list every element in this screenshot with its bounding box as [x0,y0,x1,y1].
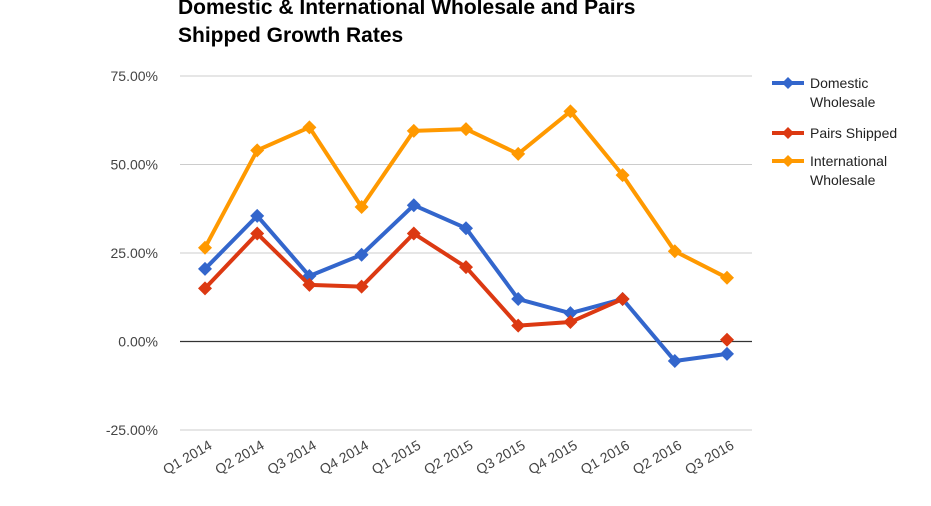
legend-swatch-marker [782,77,794,89]
x-tick-label: Q3 2015 [473,437,528,478]
chart-title-line: Domestic & International Wholesale and P… [178,0,635,19]
data-point [720,270,734,285]
x-tick-label: Q3 2016 [682,437,737,478]
data-point [250,208,265,223]
data-point [250,226,265,241]
y-tick-label: 50.00% [111,157,158,173]
legend-label: Domestic [810,75,868,91]
data-point [354,199,369,214]
series-1 [198,226,734,347]
data-point [302,120,317,135]
data-point [720,346,734,361]
legend-item: Pairs Shipped [772,125,897,141]
data-point [563,306,578,321]
series-2 [198,104,734,285]
x-tick-label: Q2 2014 [212,437,267,478]
legend-item: Domestic Wholesale [772,75,876,110]
data-point [406,123,421,138]
data-point [563,315,578,330]
data-point [406,198,421,213]
y-axis-tick-labels: 75.00% 50.00% 25.00% 0.00% -25.00% [106,68,158,438]
data-point [198,261,212,276]
data-point [459,260,473,275]
x-tick-label: Q2 2015 [421,437,476,478]
chart-title-line: Shipped Growth Rates [178,24,403,47]
x-tick-label: Q1 2015 [369,437,424,478]
data-point [250,143,265,158]
legend-item: International Wholesale [772,153,887,188]
data-point [459,221,473,236]
legend-swatch-marker [782,127,794,139]
legend-label: Pairs Shipped [810,125,897,141]
y-tick-label: 0.00% [118,334,158,350]
x-tick-label: Q2 2016 [630,437,685,478]
data-point [511,146,526,161]
data-point [198,281,212,296]
series-lines [198,104,734,368]
y-tick-label: 25.00% [111,245,158,261]
x-tick-label: Q4 2015 [525,437,580,478]
legend-swatch-marker [782,155,794,167]
data-point [563,104,578,119]
data-point [511,292,526,307]
x-tick-label: Q4 2014 [317,437,372,478]
data-point [354,247,369,262]
x-tick-label: Q1 2014 [160,437,215,478]
legend-label: International [810,153,887,169]
data-point [667,244,682,259]
data-point [406,226,421,241]
x-tick-label: Q3 2014 [264,437,319,478]
series-0 [198,198,734,368]
data-point [667,353,682,368]
data-point [615,292,630,307]
legend-label: Wholesale [810,94,876,110]
data-point [459,122,473,137]
data-point [354,279,369,294]
data-point [511,318,526,333]
y-tick-label: -25.00% [106,422,158,438]
data-point [302,277,317,292]
data-point [720,332,734,347]
chart-title: Domestic & International Wholesale and P… [178,0,635,47]
data-point [615,168,630,183]
legend-label: Wholesale [810,172,876,188]
data-point [198,240,212,255]
legend: Domestic Wholesale Pairs Shipped Internatio… [772,75,897,188]
y-tick-label: 75.00% [111,68,158,84]
x-tick-label: Q1 2016 [578,437,633,478]
